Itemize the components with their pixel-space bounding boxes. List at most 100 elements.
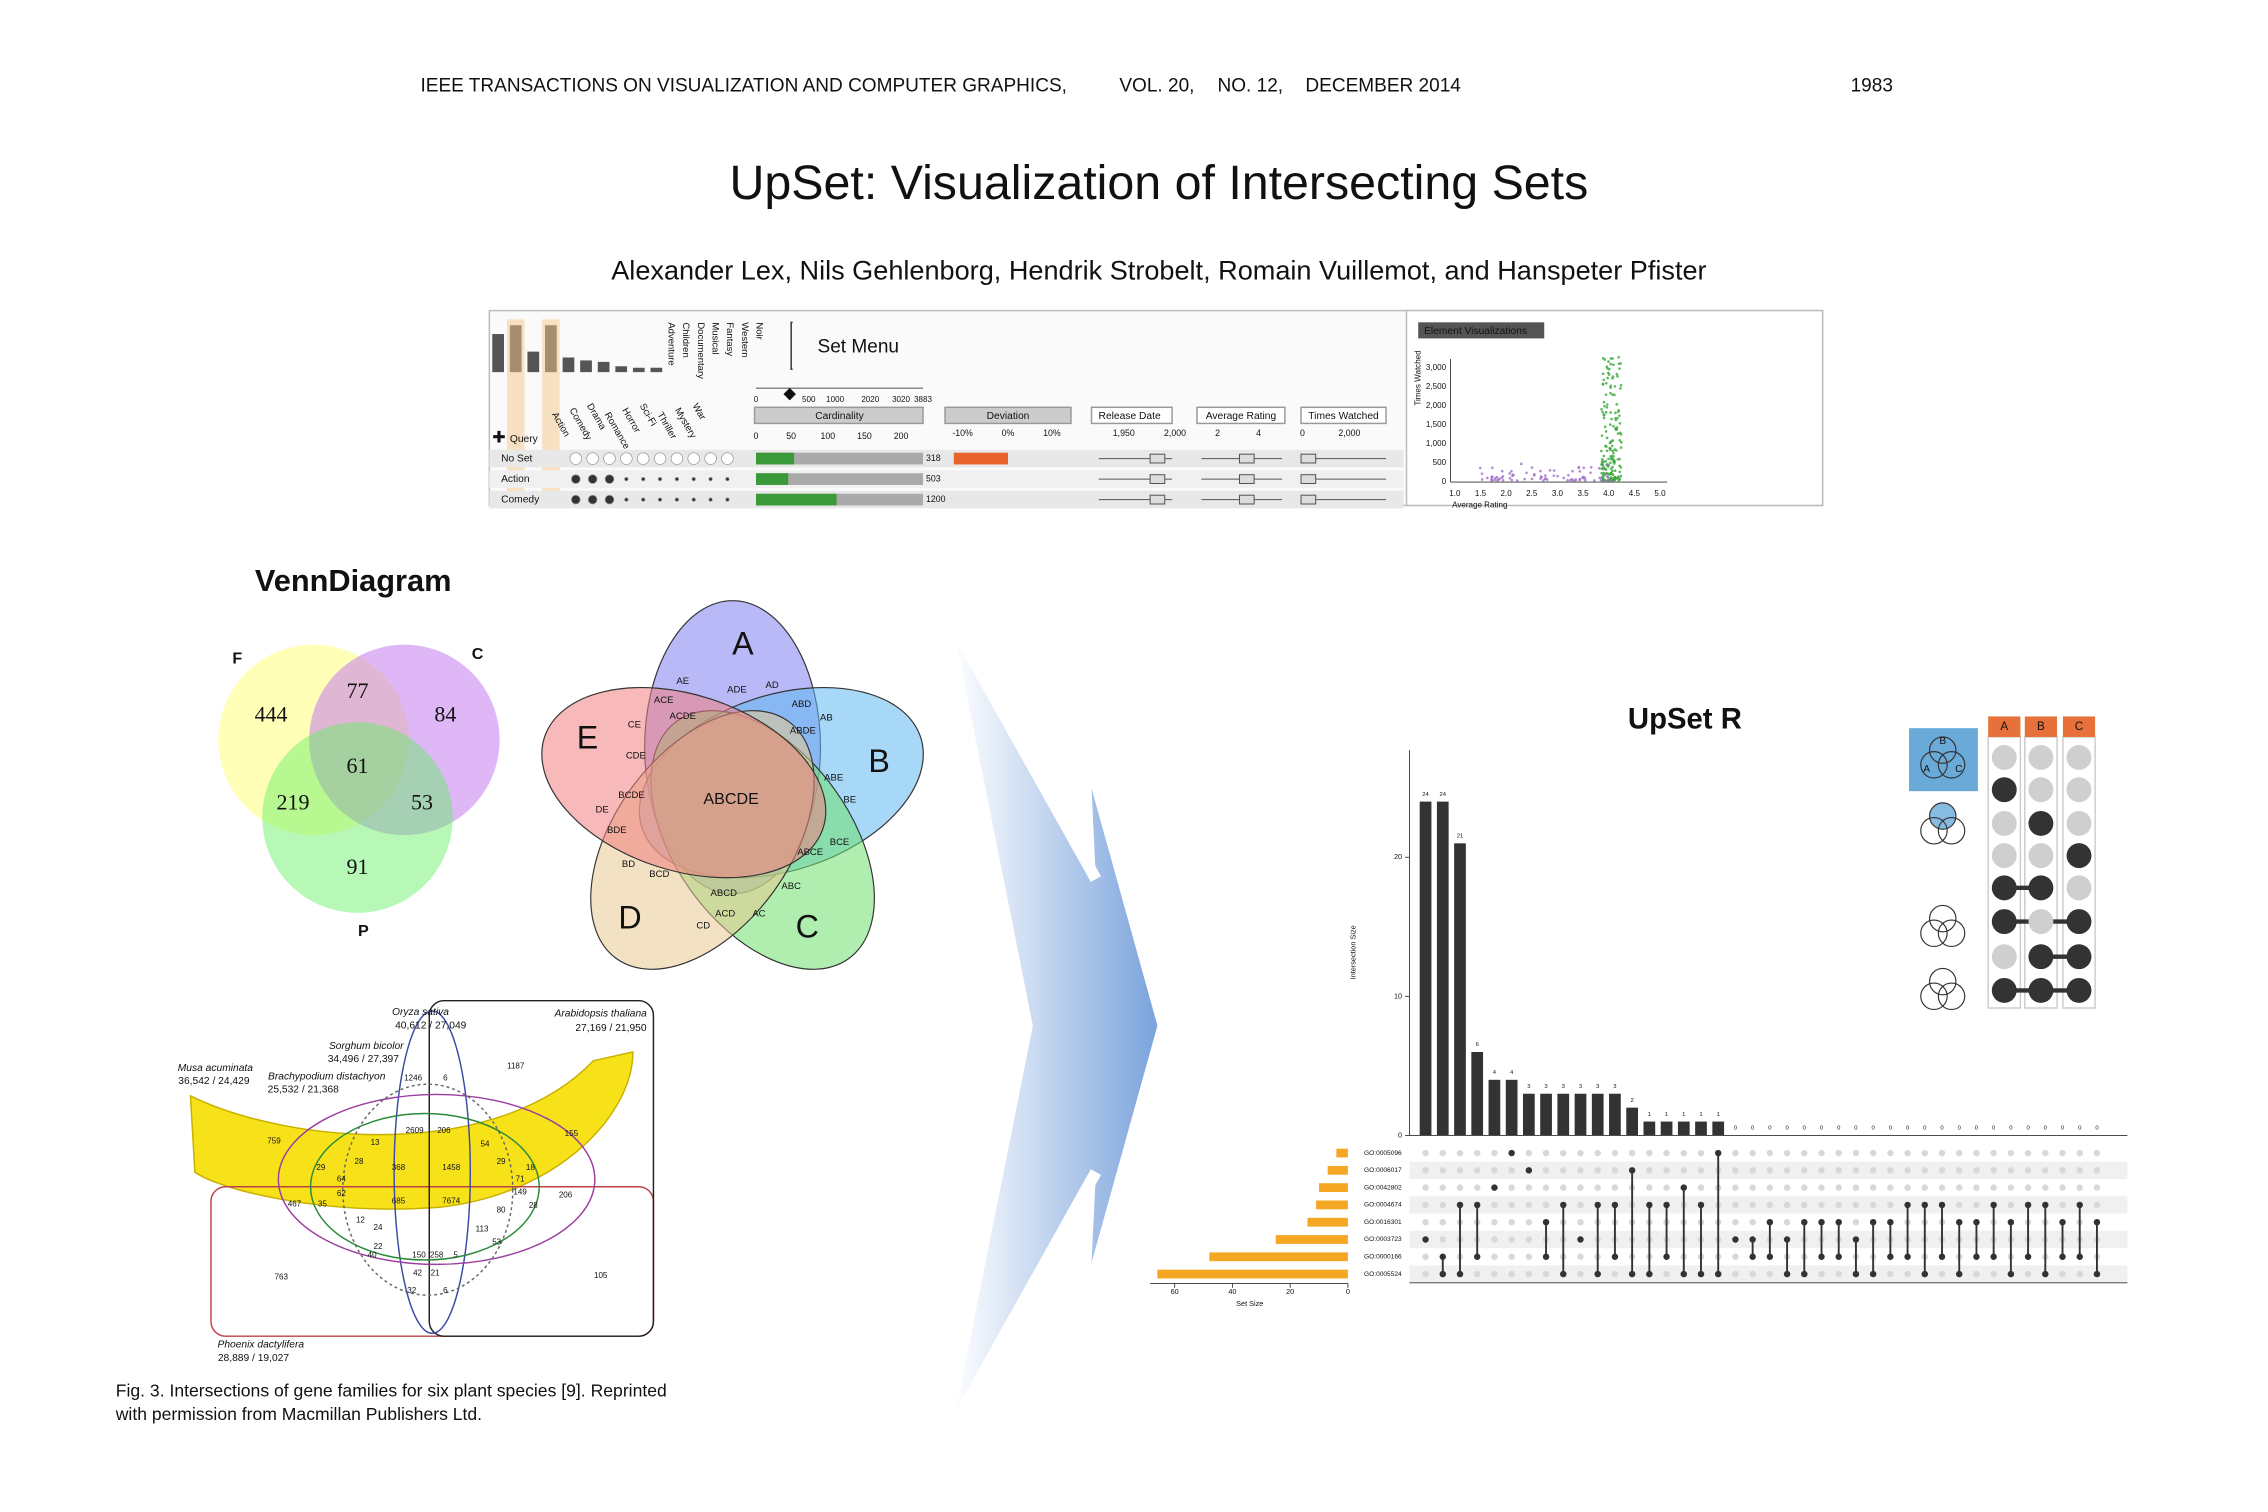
matrix-cell — [657, 497, 663, 502]
matrix-dot — [1473, 1167, 1481, 1174]
value-label: 0 — [2061, 1126, 2065, 1132]
bar — [1419, 801, 1432, 1136]
matrix-dot — [1956, 1149, 1963, 1157]
box — [1238, 453, 1255, 464]
matrix-dot — [2093, 1149, 2101, 1157]
scatter-dot — [1605, 406, 1609, 409]
matrix-dot — [1904, 1184, 1911, 1191]
x-tick-label: 60 — [1171, 1287, 1179, 1296]
y-axis-label: Intersection Size — [1349, 925, 1358, 979]
glyph-dot — [1991, 745, 2017, 770]
query-label[interactable]: Query — [510, 434, 539, 445]
scatter-dot — [1604, 411, 1608, 414]
value-label: 3 — [1544, 1084, 1547, 1090]
glyph-circle — [1937, 982, 1966, 1011]
glyph-dot — [2028, 875, 2054, 901]
matrix-dot — [2042, 1149, 2049, 1157]
glyph-label: A — [1923, 764, 1930, 775]
matrix-dot — [1869, 1184, 1877, 1191]
column-header — [1300, 406, 1387, 425]
region-label: AC — [752, 909, 765, 920]
region-count: 7674 — [442, 1197, 460, 1206]
scatter-dot — [1609, 391, 1612, 395]
matrix-dot — [1956, 1201, 1963, 1209]
scatter-dot — [1612, 478, 1616, 482]
axis-tick: 3.5 — [1577, 489, 1589, 498]
highlight — [542, 319, 560, 496]
glyph-dot — [1991, 875, 2017, 901]
set-name: GO:0016301 — [1364, 1219, 1402, 1226]
column-header-label: Deviation — [987, 411, 1030, 422]
matrix-dot — [1542, 1167, 1550, 1174]
matrix-dot — [1473, 1270, 1481, 1278]
scatter-dot — [1619, 384, 1623, 387]
matrix-dot — [1887, 1201, 1894, 1209]
row-label[interactable]: Action — [501, 474, 530, 485]
scatter-dot — [1603, 479, 1607, 482]
arrow-gap — [947, 619, 1102, 882]
row-label[interactable]: No Set — [501, 453, 532, 464]
value-label: 0 — [2026, 1126, 2030, 1132]
set-menu[interactable]: Set Menu — [818, 336, 899, 357]
running-head: IEEE TRANSACTIONS ON VISUALIZATION AND C… — [420, 75, 1066, 96]
matrix-dot — [1887, 1218, 1894, 1226]
species-name: Arabidopsis thaliana — [554, 1009, 648, 1020]
axis-tick: 2.5 — [1526, 489, 1538, 498]
matrix-dot — [1732, 1167, 1739, 1174]
matrix-dot — [1525, 1149, 1533, 1157]
matrix-dot — [1973, 1149, 1980, 1157]
set-size-bar — [580, 360, 592, 373]
running-head: VOL. 20, — [1119, 75, 1194, 96]
species-counts: 27,169 / 21,950 — [575, 1023, 647, 1034]
box — [1149, 453, 1166, 464]
scatter-dot — [1574, 479, 1577, 482]
scatter-dot — [1510, 469, 1513, 473]
matrix-cell — [691, 497, 696, 502]
matrix-dot — [1542, 1218, 1550, 1226]
row-label[interactable]: Comedy — [501, 494, 540, 505]
glyph-dot — [2028, 745, 2054, 770]
matrix-dot — [1611, 1167, 1619, 1174]
scatter-dot — [1619, 433, 1623, 436]
scatter-dot — [1589, 471, 1592, 474]
genre-label: Western — [739, 322, 750, 357]
scatter-dot — [1612, 451, 1615, 455]
matrix-dot — [1766, 1167, 1774, 1174]
matrix-dot — [1439, 1149, 1446, 1157]
matrix-dot — [1422, 1253, 1429, 1260]
matrix-dot — [1577, 1201, 1584, 1209]
scatter-dot — [1610, 454, 1613, 458]
region-label: AB — [820, 712, 833, 723]
region-count: 61 — [347, 753, 369, 778]
matrix-dot — [1783, 1218, 1791, 1226]
menu-bracket-mask — [792, 320, 808, 371]
slider-handle — [783, 387, 796, 401]
column-header — [1090, 406, 1173, 425]
card-bar — [756, 493, 924, 506]
axis-tick: 1,500 — [1426, 420, 1447, 429]
matrix-dot — [1439, 1201, 1446, 1209]
scatter-dot — [1616, 375, 1619, 378]
card-bar — [756, 473, 789, 485]
matrix-dot — [1852, 1218, 1860, 1226]
scatter-dot — [1571, 469, 1574, 473]
matrix-dot — [1973, 1167, 1980, 1174]
matrix-dot — [1732, 1184, 1739, 1191]
scatter-dot — [1617, 479, 1621, 482]
matrix-dot — [1732, 1201, 1739, 1209]
scatter-dot — [1615, 372, 1619, 376]
matrix-dot — [1542, 1201, 1550, 1209]
genre-label: Adventure — [666, 322, 677, 365]
glyph-circle — [1920, 919, 1948, 948]
authors: Alexander Lex, Nils Gehlenborg, Hendrik … — [611, 255, 1706, 286]
scatter-dot — [1578, 470, 1582, 473]
matrix-cell — [691, 476, 696, 482]
matrix-dot — [1508, 1149, 1515, 1157]
venn-3 — [218, 644, 500, 913]
matrix-dot — [1491, 1184, 1498, 1191]
scatter-dot — [1578, 477, 1582, 481]
region-count: 40 — [368, 1251, 377, 1260]
matrix-dot — [1577, 1253, 1584, 1260]
matrix-dot — [1887, 1270, 1894, 1278]
matrix-dot — [1887, 1184, 1894, 1191]
